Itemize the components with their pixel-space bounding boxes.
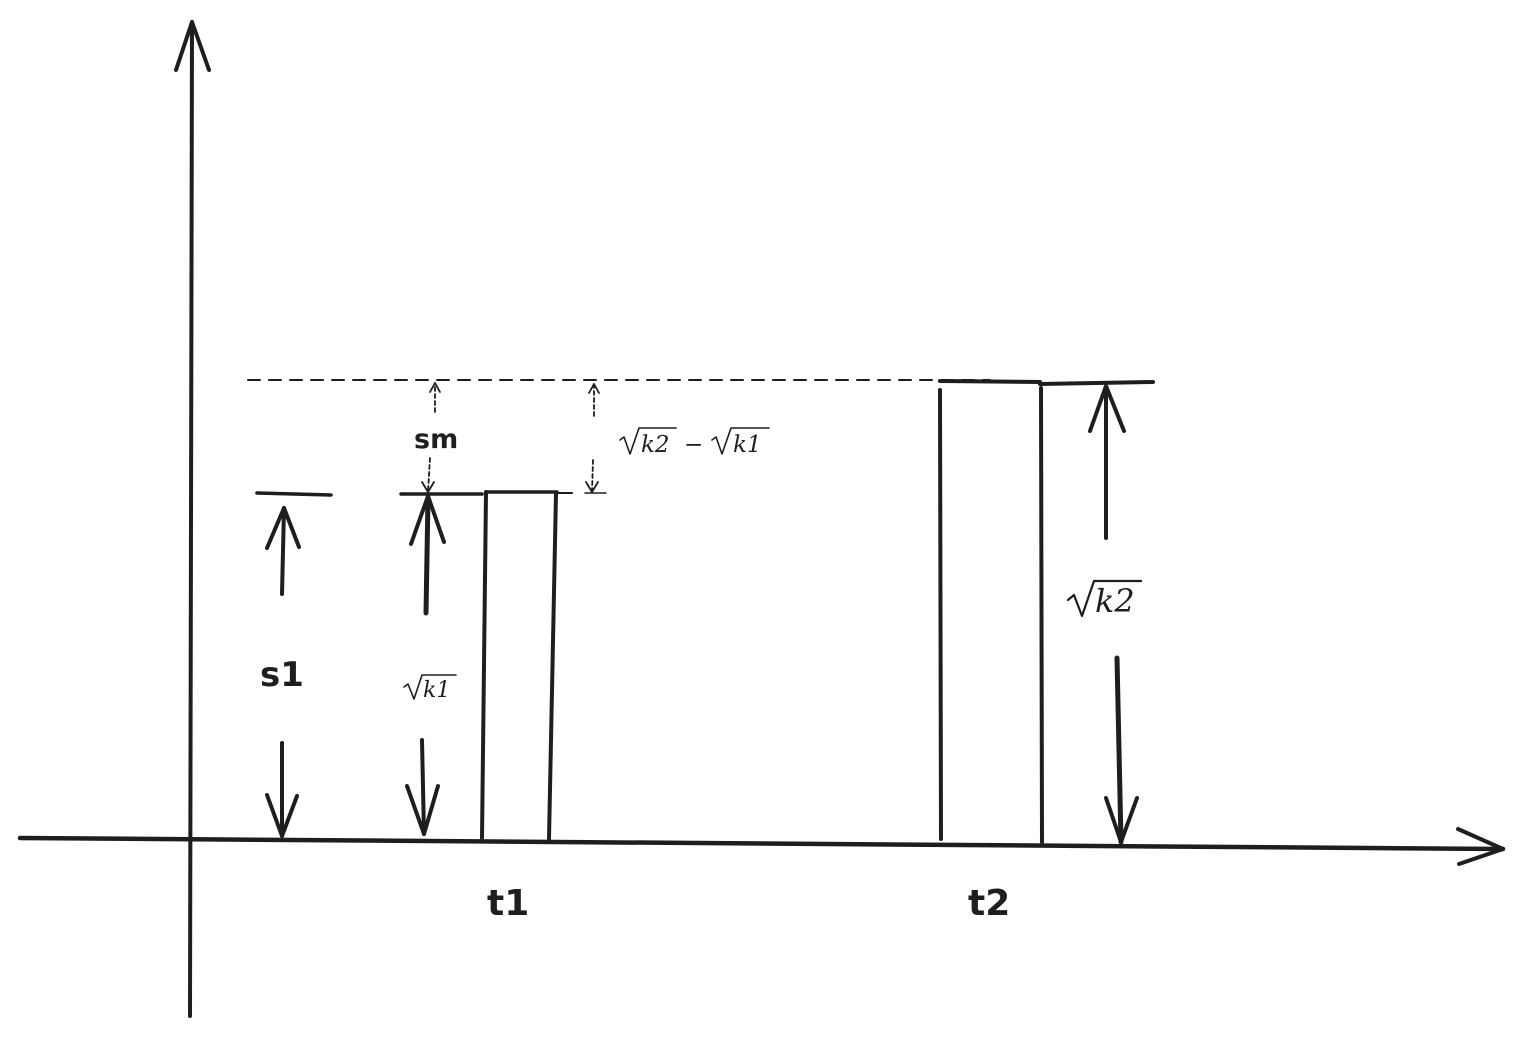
pulse-t2-top-edge	[938, 379, 1042, 384]
s1-label: s1	[260, 655, 304, 695]
difference-down-arrowhead	[585, 481, 599, 493]
x-axis	[17, 835, 1506, 852]
pulse-t1-left-edge	[480, 490, 488, 840]
k2-dimension	[1088, 384, 1139, 845]
y-axis-arrowhead	[174, 20, 211, 72]
y-axis	[188, 20, 194, 1018]
difference-label: k2 − k1	[619, 427, 770, 458]
axes	[17, 20, 1506, 1018]
k1-up-arrowhead	[409, 494, 446, 546]
difference-minus: −	[684, 432, 703, 458]
sm-label: sm	[414, 424, 458, 455]
k2-down-arrowhead	[1104, 796, 1139, 844]
k2-up-arrowhead	[1088, 384, 1126, 433]
sm-down-arrowhead	[421, 481, 435, 493]
difference-up-arrowhead	[588, 383, 600, 394]
difference-right-radical	[711, 427, 770, 455]
difference-right-radicand: k1	[733, 432, 762, 458]
k1-up-arrow-shaft	[423, 495, 431, 616]
difference-down-arrow	[591, 459, 594, 493]
pulse-t1	[480, 490, 573, 841]
s1-up-arrow-shaft	[280, 506, 286, 596]
sm-down-arrow	[427, 457, 431, 493]
x-axis-arrowhead	[1456, 827, 1505, 866]
s1-up-arrowhead	[265, 506, 301, 550]
sqrt-k2-radical	[1066, 579, 1143, 618]
difference-left-radicand: k2	[641, 432, 670, 458]
sm-up-arrowhead	[429, 382, 441, 393]
pulse-t2	[938, 379, 1155, 844]
k1-dimension	[399, 492, 484, 836]
difference-left-radical	[619, 427, 677, 455]
pulse-t2-right-edge	[1039, 386, 1044, 844]
pulse-t2-left-edge	[938, 388, 943, 841]
s1-top-bar	[255, 491, 333, 497]
s1-dimension	[255, 491, 333, 838]
sqrt-k1-label: k1	[403, 674, 457, 703]
sqrt-k1-radical	[403, 674, 457, 700]
k2-down-arrow-shaft	[1114, 655, 1124, 845]
pulse-t2-top-extension	[1038, 380, 1155, 386]
sqrt-k2-radicand: k2	[1095, 582, 1135, 620]
pulse-t1-right-edge	[547, 491, 558, 841]
s1-down-arrowhead	[265, 793, 299, 838]
sqrt-k2-label: k2	[1066, 579, 1143, 620]
k1-down-arrow-shaft	[420, 738, 426, 836]
t1-label: t1	[487, 883, 529, 924]
sqrt-k1-radicand: k1	[423, 678, 450, 703]
k1-down-arrowhead	[405, 784, 440, 836]
difference-dimension	[584, 383, 607, 494]
sm-dimension	[421, 382, 441, 493]
t2-label: t2	[968, 883, 1010, 924]
